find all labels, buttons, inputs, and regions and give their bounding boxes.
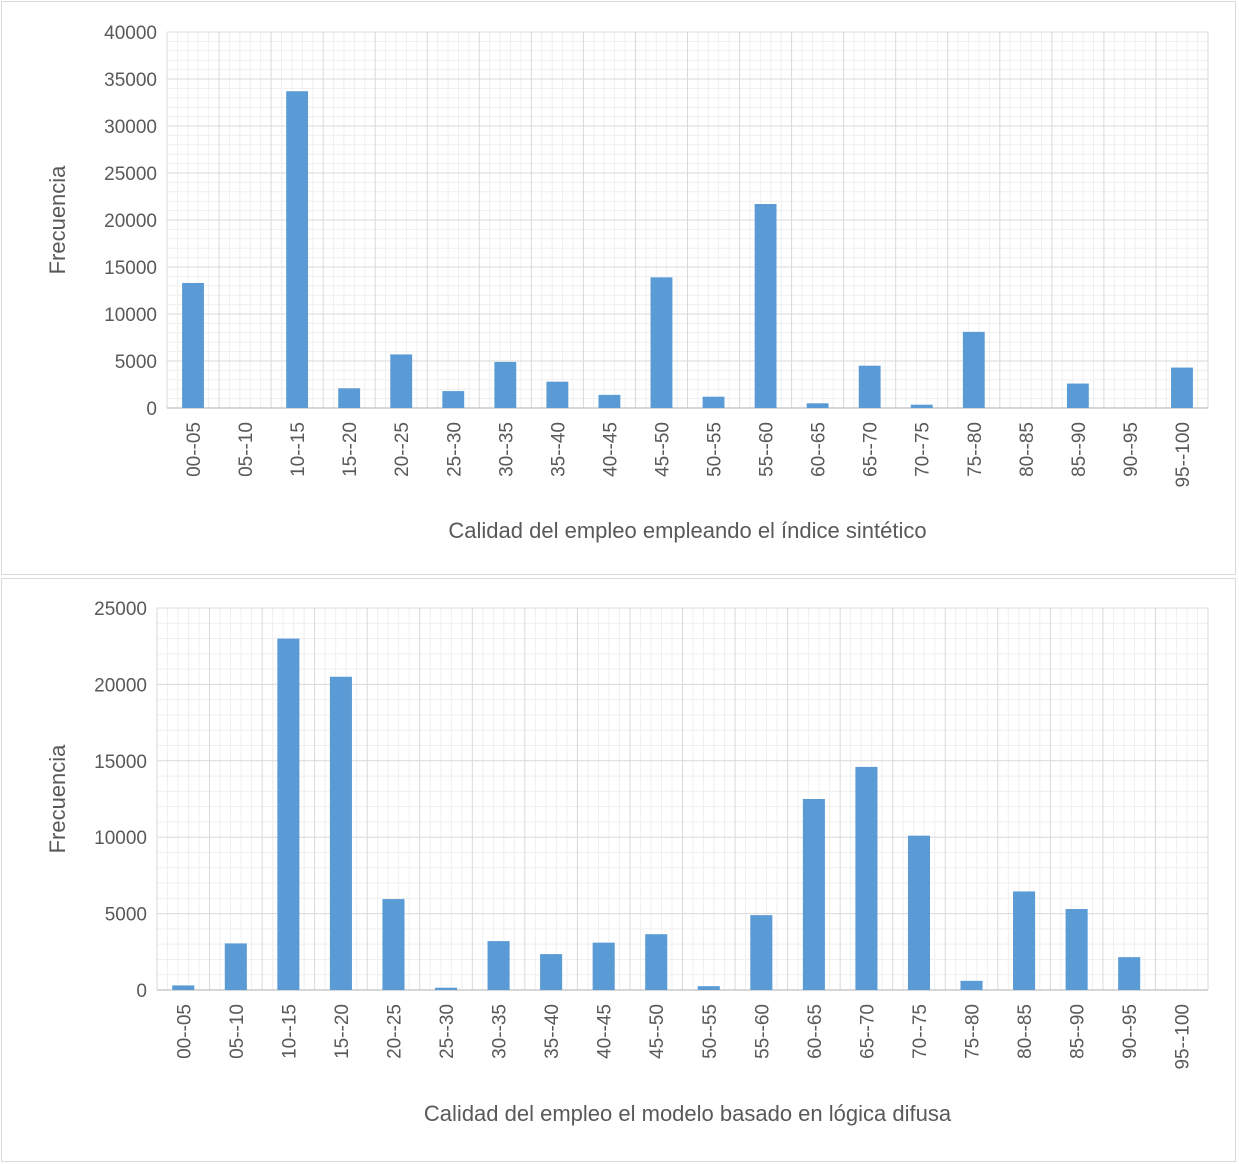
bar [858,365,881,408]
y-tick-label: 10000 [104,305,157,326]
bar [1066,383,1089,408]
bar [802,799,825,990]
x-tick-label: 00--05 [174,1004,195,1059]
x-tick-label: 75--80 [963,1004,984,1059]
bar [286,91,309,408]
y-tick-label: 20000 [94,675,147,696]
x-tick-label: 15--20 [332,1004,353,1059]
x-tick-label: 55--60 [752,1004,773,1059]
x-tick-label: 70--75 [910,1004,931,1059]
x-tick-label: 65--70 [861,422,882,477]
y-tick-label: 5000 [105,905,147,926]
x-tick-label: 75--80 [965,422,986,477]
x-tick-label: 80--85 [1015,1004,1036,1059]
y-tick-label: 35000 [104,70,157,91]
bar [1118,957,1141,990]
bar [697,986,720,990]
bar [592,942,615,990]
bar [546,381,569,408]
bar [702,396,725,408]
y-axis-title: Frecuencia [45,165,70,275]
x-tick-label: 15--20 [340,422,361,477]
bar [277,638,300,990]
bar [960,980,983,990]
y-tick-label: 25000 [104,164,157,185]
bar [382,899,405,990]
bar [390,354,413,408]
y-tick-label: 30000 [104,117,157,138]
bar [182,282,204,408]
bar [806,403,829,408]
x-tick-label: 20--25 [392,422,413,477]
x-tick-label: 80--85 [1017,422,1038,477]
bar [487,941,510,990]
bar [494,361,517,408]
bar [329,676,352,990]
chart-panel-top: 0 5000 10000 15000 20000 25000 30000 35000 40000… [1,1,1236,575]
x-tick-label: 30--35 [496,422,517,477]
x-tick-label: 95--100 [1173,1004,1194,1070]
bar [1171,367,1193,408]
x-tick-label: 85--90 [1068,1004,1089,1059]
x-tick-label: 25--30 [444,422,465,477]
histogram-chart-top: 0 5000 10000 15000 20000 25000 30000 35000 40000… [45,23,1209,543]
bar [754,204,777,408]
y-tick-label: 15000 [104,258,157,279]
bar [172,985,195,990]
y-tick-label: 15000 [94,752,147,773]
x-tick-label: 20--25 [384,1004,405,1059]
y-tick-label: 40000 [104,23,157,44]
x-tick-label: 40--45 [600,422,621,477]
y-tick-label: 10000 [94,828,147,849]
x-axis-title: Calidad del empleo el modelo basado en l… [424,1101,952,1126]
x-tick-label: 45--50 [652,422,673,477]
bar [540,954,563,990]
bar [1065,909,1088,990]
x-tick-label: 00--05 [184,422,205,477]
x-axis-title: Calidad del empleo empleando el índice s… [448,518,926,543]
x-tick-label: 35--40 [542,1004,563,1059]
x-tick-label: 50--55 [705,422,726,477]
bar [442,391,465,408]
x-tick-label: 60--65 [805,1004,826,1059]
x-tick-label: 30--35 [490,1004,511,1059]
x-tick-label: 25--30 [437,1004,458,1059]
bar [598,394,621,408]
chart-panel-bottom: 0 5000 10000 15000 20000 25000 00--05 05--10 10-… [1,578,1236,1162]
y-tick-label: 0 [136,981,147,1002]
bar [645,934,668,990]
bar [650,277,673,408]
x-tick-label: 10--15 [279,1004,300,1059]
y-tick-label: 20000 [104,211,157,232]
bar [910,404,933,408]
x-tick-label: 85--90 [1069,422,1090,477]
bar [338,388,361,408]
bar [855,766,878,990]
y-tick-label: 0 [146,399,157,420]
x-tick-label: 35--40 [548,422,569,477]
x-tick-label: 90--95 [1120,1004,1141,1059]
bar [224,943,247,990]
bar [750,915,773,990]
histogram-chart-bottom: 0 5000 10000 15000 20000 25000 00--05 05--10 10-… [45,599,1209,1126]
x-tick-label: 45--50 [647,1004,668,1059]
x-tick-label: 10--15 [288,422,309,477]
bar [1013,891,1036,990]
x-tick-label: 70--75 [913,422,934,477]
x-tick-label: 60--65 [809,422,830,477]
x-tick-label: 05--10 [227,1004,248,1059]
bar [434,987,458,990]
y-tick-label: 5000 [115,352,157,373]
bar [907,835,931,990]
x-tick-label: 65--70 [857,1004,878,1059]
x-tick-label: 55--60 [757,422,778,477]
x-tick-label: 50--55 [700,1004,721,1059]
x-tick-label: 90--95 [1121,422,1142,477]
y-tick-label: 25000 [94,599,147,620]
x-tick-label: 40--45 [595,1004,616,1059]
x-tick-label: 95--100 [1173,422,1194,488]
bar [962,331,985,408]
y-axis-title: Frecuencia [45,744,70,854]
x-tick-label: 05--10 [236,422,257,477]
